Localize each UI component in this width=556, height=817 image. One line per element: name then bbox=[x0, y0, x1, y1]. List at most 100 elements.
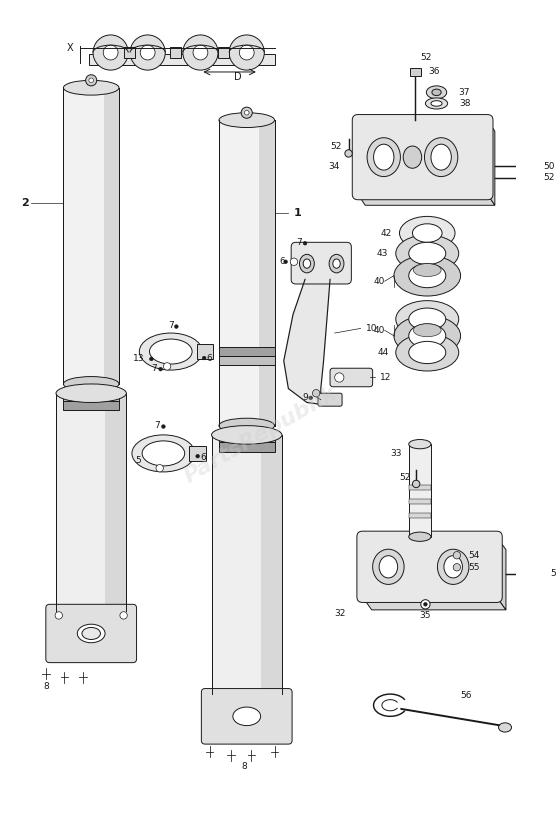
Text: 55: 55 bbox=[468, 563, 479, 572]
Text: 40: 40 bbox=[373, 326, 385, 335]
Circle shape bbox=[241, 107, 252, 118]
Text: 37: 37 bbox=[458, 88, 469, 97]
Polygon shape bbox=[358, 194, 495, 205]
Text: 12: 12 bbox=[380, 373, 391, 382]
Bar bbox=[56, 393, 126, 611]
Circle shape bbox=[345, 150, 353, 157]
Bar bbox=[409, 498, 431, 504]
Text: 10: 10 bbox=[366, 324, 378, 333]
Bar bbox=[190, 446, 206, 461]
Text: 8: 8 bbox=[241, 761, 247, 770]
Bar bbox=[63, 400, 119, 410]
Bar bbox=[90, 55, 275, 65]
Bar bbox=[63, 391, 119, 400]
Ellipse shape bbox=[367, 138, 400, 176]
Ellipse shape bbox=[426, 86, 446, 99]
Ellipse shape bbox=[438, 549, 469, 584]
Circle shape bbox=[312, 390, 320, 397]
Circle shape bbox=[245, 110, 249, 115]
Ellipse shape bbox=[150, 339, 192, 364]
Bar bbox=[409, 444, 431, 537]
Bar bbox=[170, 47, 181, 58]
Ellipse shape bbox=[425, 98, 448, 109]
Circle shape bbox=[150, 357, 153, 361]
FancyBboxPatch shape bbox=[46, 605, 137, 663]
Text: 44: 44 bbox=[377, 348, 389, 357]
Text: 52: 52 bbox=[399, 473, 411, 482]
FancyBboxPatch shape bbox=[330, 368, 373, 386]
Ellipse shape bbox=[219, 113, 275, 127]
Circle shape bbox=[453, 564, 460, 571]
Text: 54: 54 bbox=[468, 551, 479, 560]
Bar bbox=[532, 161, 541, 172]
FancyBboxPatch shape bbox=[318, 393, 342, 406]
Bar bbox=[410, 69, 421, 76]
Ellipse shape bbox=[409, 264, 446, 288]
Ellipse shape bbox=[409, 308, 446, 330]
Ellipse shape bbox=[63, 80, 119, 95]
Circle shape bbox=[290, 258, 297, 266]
Ellipse shape bbox=[233, 707, 261, 725]
Text: 50: 50 bbox=[543, 162, 554, 171]
Text: 32: 32 bbox=[334, 609, 346, 618]
Ellipse shape bbox=[219, 418, 275, 433]
Ellipse shape bbox=[409, 532, 431, 542]
Ellipse shape bbox=[77, 624, 105, 643]
Bar bbox=[259, 120, 275, 426]
Polygon shape bbox=[363, 597, 506, 609]
Text: 52: 52 bbox=[421, 52, 432, 61]
Bar bbox=[211, 435, 282, 694]
Text: 7: 7 bbox=[168, 321, 173, 330]
Ellipse shape bbox=[409, 342, 446, 364]
Text: 6: 6 bbox=[200, 453, 206, 462]
Ellipse shape bbox=[229, 35, 264, 70]
Polygon shape bbox=[497, 537, 506, 609]
Circle shape bbox=[284, 260, 287, 264]
Circle shape bbox=[303, 241, 307, 245]
Ellipse shape bbox=[373, 549, 404, 584]
Circle shape bbox=[193, 45, 208, 60]
Ellipse shape bbox=[379, 556, 398, 578]
Circle shape bbox=[424, 602, 427, 606]
Circle shape bbox=[175, 324, 178, 328]
Text: 6: 6 bbox=[279, 257, 285, 266]
Ellipse shape bbox=[409, 324, 446, 348]
Text: 38: 38 bbox=[460, 99, 471, 108]
Text: 34: 34 bbox=[328, 162, 339, 171]
Text: 56: 56 bbox=[460, 691, 472, 700]
Bar bbox=[105, 393, 126, 611]
Ellipse shape bbox=[394, 255, 460, 296]
Text: 42: 42 bbox=[381, 229, 392, 238]
Bar bbox=[219, 356, 275, 365]
Ellipse shape bbox=[396, 334, 459, 371]
Circle shape bbox=[453, 551, 460, 559]
Circle shape bbox=[335, 373, 344, 382]
Circle shape bbox=[239, 45, 254, 60]
Bar bbox=[218, 47, 229, 58]
Circle shape bbox=[196, 454, 200, 458]
Ellipse shape bbox=[413, 224, 442, 243]
Polygon shape bbox=[488, 120, 495, 205]
Bar bbox=[219, 120, 275, 426]
Circle shape bbox=[55, 612, 62, 619]
Text: 2: 2 bbox=[21, 199, 28, 208]
Circle shape bbox=[202, 356, 206, 360]
Ellipse shape bbox=[431, 144, 451, 170]
Bar bbox=[539, 568, 549, 579]
Circle shape bbox=[120, 612, 127, 619]
Text: 52: 52 bbox=[543, 173, 554, 182]
FancyBboxPatch shape bbox=[291, 243, 351, 284]
Text: 40: 40 bbox=[373, 277, 385, 286]
Text: D: D bbox=[234, 72, 241, 82]
Ellipse shape bbox=[413, 324, 441, 337]
Bar bbox=[123, 47, 135, 58]
Circle shape bbox=[162, 425, 165, 428]
Ellipse shape bbox=[444, 556, 463, 578]
Bar bbox=[409, 484, 431, 490]
Text: 7: 7 bbox=[151, 364, 157, 373]
FancyBboxPatch shape bbox=[357, 531, 502, 602]
Circle shape bbox=[89, 78, 93, 83]
Circle shape bbox=[159, 368, 162, 371]
Ellipse shape bbox=[403, 146, 421, 168]
Bar bbox=[197, 344, 214, 359]
